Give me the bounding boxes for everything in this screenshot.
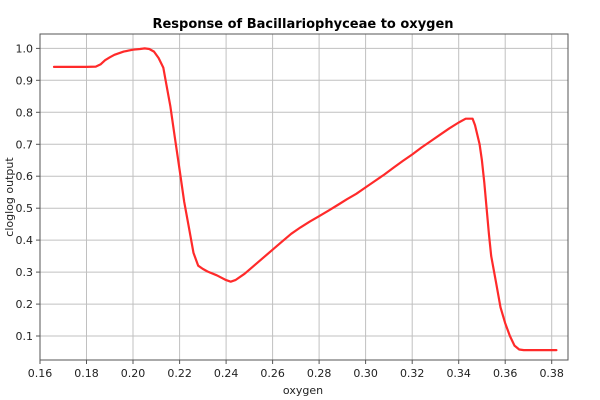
y-tick-label: 0.6 [16, 170, 34, 183]
x-tick-label: 0.16 [28, 367, 53, 380]
y-tick-label: 0.1 [16, 330, 34, 343]
x-tick-label: 0.20 [121, 367, 146, 380]
y-tick-label: 0.2 [16, 298, 34, 311]
x-tick-label: 0.30 [353, 367, 378, 380]
y-tick-label: 0.9 [16, 74, 34, 87]
grid [39, 34, 568, 360]
x-tick-label: 0.32 [400, 367, 425, 380]
x-tick-label: 0.26 [260, 367, 285, 380]
x-tick-label: 0.38 [539, 367, 564, 380]
y-tick-label: 0.3 [16, 266, 34, 279]
chart-title: Response of Bacillariophyceae to oxygen [152, 17, 453, 32]
y-tick-label: 1.0 [16, 42, 34, 55]
x-tick-label: 0.28 [307, 367, 332, 380]
y-tick-label: 0.7 [16, 138, 34, 151]
x-tick-label: 0.18 [74, 367, 99, 380]
y-tick-label: 0.8 [16, 106, 34, 119]
x-tick-label: 0.24 [214, 367, 239, 380]
axis-ticks: 0.16 0.18 0.20 0.22 0.24 0.26 0.28 0.30 0.32 0.34… [16, 42, 564, 380]
plot-frame [39, 33, 569, 361]
x-tick-label: 0.36 [493, 367, 518, 380]
y-tick-label: 0.5 [16, 202, 34, 215]
y-axis-title: cloglog output [3, 157, 16, 237]
x-tick-label: 0.22 [167, 367, 192, 380]
x-axis-title: oxygen [283, 384, 323, 397]
y-tick-label: 0.4 [16, 234, 34, 247]
series-line [52, 47, 558, 352]
x-tick-label: 0.34 [446, 367, 471, 380]
series-layer [52, 47, 558, 352]
